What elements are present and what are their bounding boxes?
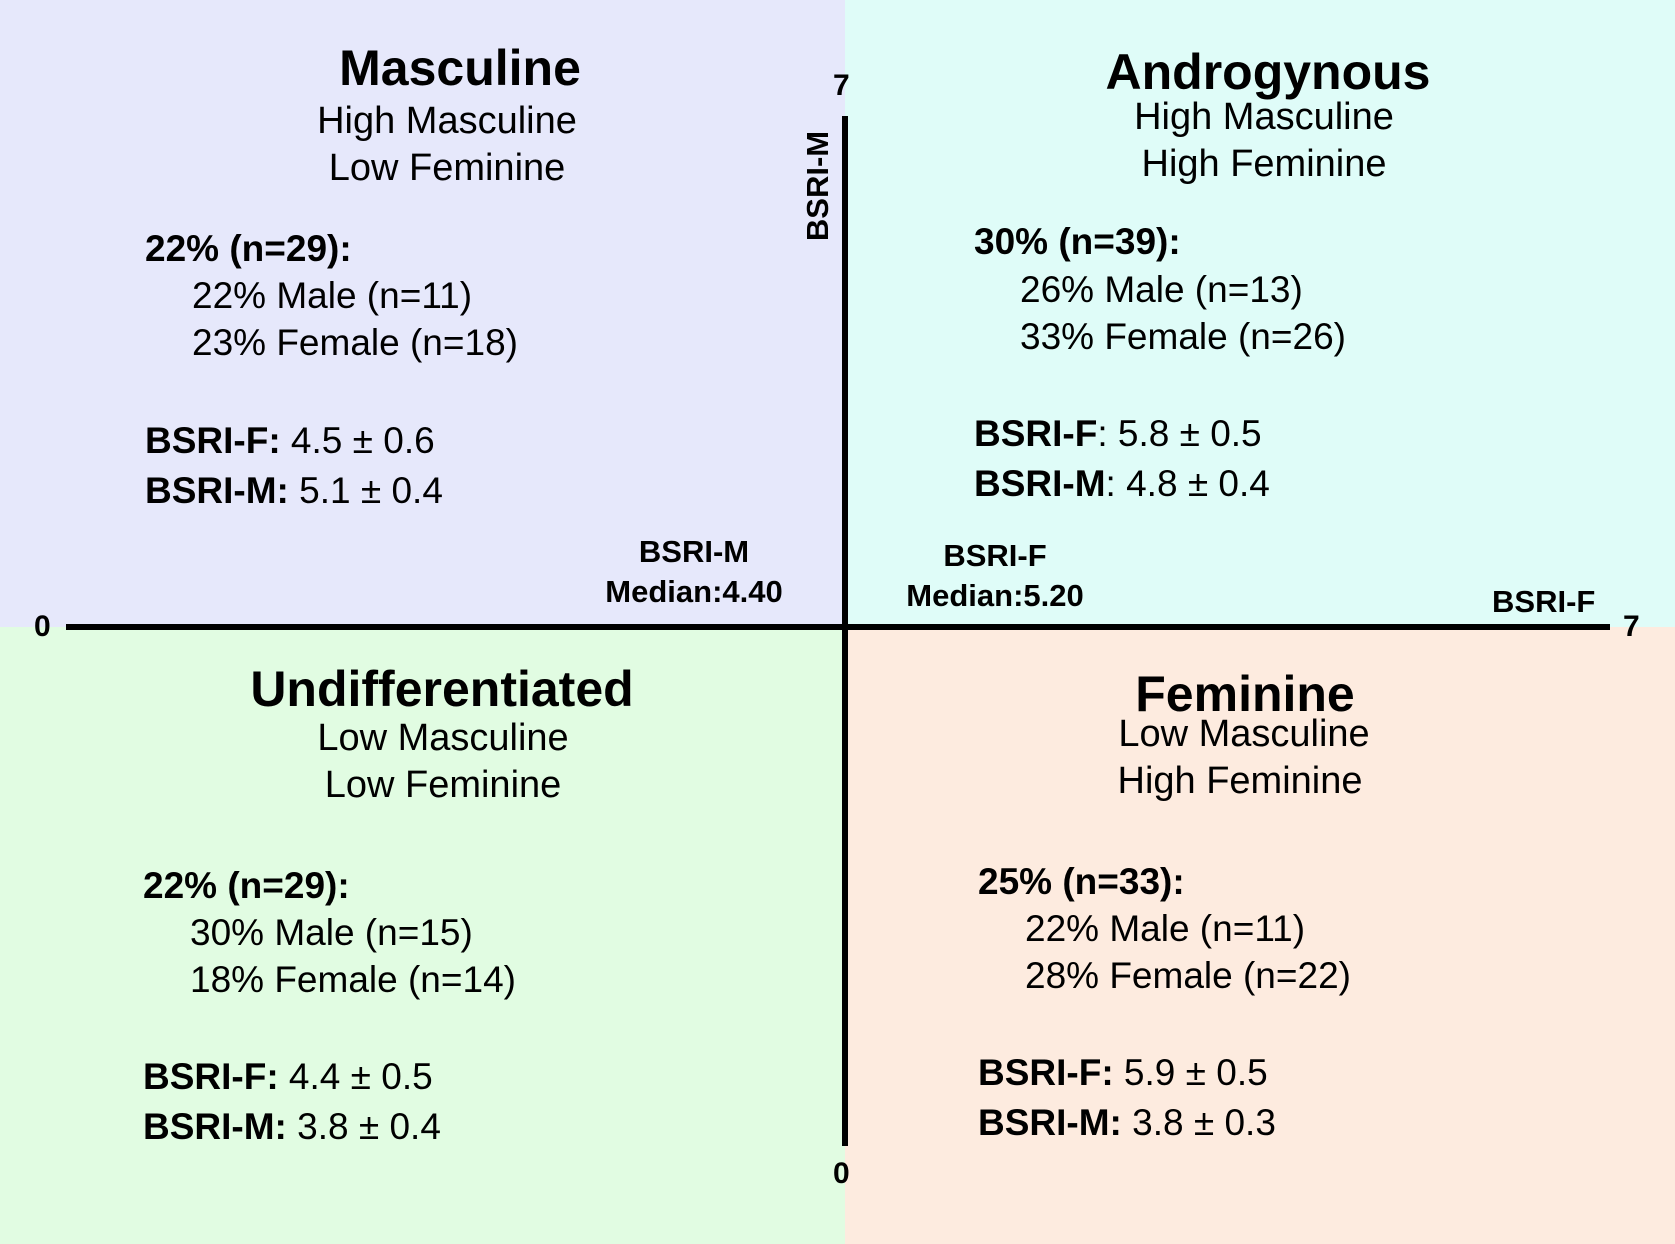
feminine-bsri-m-value: 3.8 ± 0.3 [1121,1102,1276,1143]
feminine-bsri-m-label: BSRI-M: [978,1102,1122,1143]
masculine-quadrant [0,0,845,627]
undifferentiated-quadrant [0,627,845,1244]
masculine-bsri-f: BSRI-F: 4.5 ± 0.6 [145,416,435,466]
feminine-bsri-f-label: BSRI-F: [978,1052,1114,1093]
feminine-title: Feminine [1135,666,1355,722]
androgynous-bsri-f-label: BSRI-F [974,413,1098,454]
y-axis-title: BSRI-M [800,130,835,242]
masculine-male: 22% Male (n=11) [192,275,473,316]
feminine-male: 22% Male (n=11) [1025,908,1306,949]
x-axis-line [66,624,1610,630]
undifferentiated-bsri-m-value: 3.8 ± 0.4 [286,1106,441,1147]
undifferentiated-male: 30% Male (n=15) [190,912,473,953]
undifferentiated-bsri-f-label: BSRI-F: [143,1056,279,1097]
x-axis-max-label: 7 [1623,610,1640,643]
androgynous-title: Androgynous [1105,44,1431,100]
masculine-female: 23% Female (n=18) [192,322,518,363]
masculine-total: 22% (n=29): [145,228,352,269]
androgynous-quadrant [845,0,1675,627]
undifferentiated-bsri-f: BSRI-F: 4.4 ± 0.5 [143,1052,433,1102]
f-median-label: BSRI-F [943,538,1047,573]
undifferentiated-total: 22% (n=29): [143,865,350,906]
undifferentiated-desc-line2: Low Feminine [324,764,562,806]
androgynous-bsri-m: BSRI-M: 4.8 ± 0.4 [974,459,1270,509]
m-median-value: Median:4.40 [605,574,783,609]
masculine-desc-line1: High Masculine [317,100,577,142]
androgynous-bsri-m-value: : 4.8 ± 0.4 [1105,463,1270,504]
y-axis-min-label: 0 [833,1157,850,1190]
undifferentiated-bsri-f-value: 4.4 ± 0.5 [278,1056,433,1097]
undifferentiated-bsri-m-label: BSRI-M: [143,1106,287,1147]
y-axis-line [842,116,848,1146]
undifferentiated-title: Undifferentiated [250,661,634,717]
masculine-bsri-m-label: BSRI-M: [145,470,289,511]
f-median-value: Median:5.20 [906,578,1084,613]
androgynous-bsri-f: BSRI-F: 5.8 ± 0.5 [974,409,1262,459]
masculine-bsri-f-label: BSRI-F: [145,420,281,461]
androgynous-bsri-m-label: BSRI-M [974,463,1106,504]
androgynous-desc-line2: High Feminine [1141,143,1387,185]
masculine-desc-line2: Low Feminine [328,147,566,189]
androgynous-female: 33% Female (n=26) [1020,316,1346,357]
feminine-desc-line1: Low Masculine [1118,713,1370,755]
x-axis-min-label: 0 [34,610,51,643]
undifferentiated-bsri-m: BSRI-M: 3.8 ± 0.4 [143,1102,441,1152]
undifferentiated-desc-line1: Low Masculine [317,717,569,759]
undifferentiated-female: 18% Female (n=14) [190,959,516,1000]
feminine-female: 28% Female (n=22) [1025,955,1351,996]
androgynous-total: 30% (n=39): [974,221,1181,262]
masculine-bsri-m: BSRI-M: 5.1 ± 0.4 [145,466,443,516]
y-axis-max-label: 7 [833,69,850,102]
feminine-desc-line2: High Feminine [1117,760,1363,802]
m-median-label: BSRI-M [638,534,750,569]
feminine-bsri-m: BSRI-M: 3.8 ± 0.3 [978,1098,1276,1148]
masculine-bsri-m-value: 5.1 ± 0.4 [288,470,443,511]
x-axis-title: BSRI-F [1492,584,1596,619]
feminine-total: 25% (n=33): [978,861,1185,902]
masculine-bsri-f-value: 4.5 ± 0.6 [280,420,435,461]
feminine-bsri-f: BSRI-F: 5.9 ± 0.5 [978,1048,1268,1098]
feminine-bsri-f-value: 5.9 ± 0.5 [1113,1052,1268,1093]
masculine-title: Masculine [339,40,581,96]
androgynous-male: 26% Male (n=13) [1020,269,1303,310]
androgynous-desc-line1: High Masculine [1134,96,1394,138]
androgynous-bsri-f-value: : 5.8 ± 0.5 [1097,413,1262,454]
feminine-quadrant [845,627,1675,1244]
